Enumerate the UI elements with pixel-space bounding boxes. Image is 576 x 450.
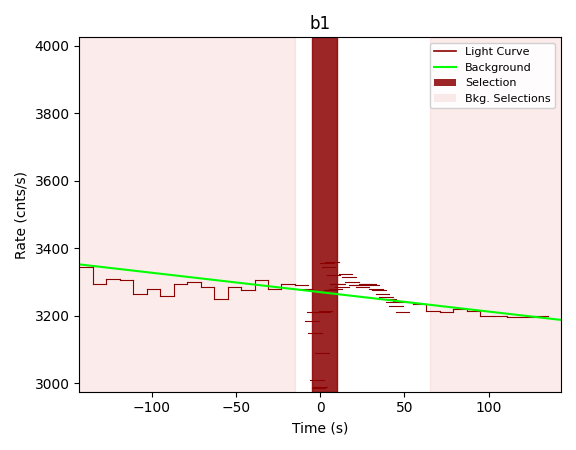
Y-axis label: Rate (cnts/s): Rate (cnts/s) xyxy=(15,171,29,259)
X-axis label: Time (s): Time (s) xyxy=(292,421,348,435)
Bar xyxy=(312,37,337,392)
Bar xyxy=(79,37,295,392)
Bar xyxy=(430,37,561,392)
Title: b1: b1 xyxy=(310,15,331,33)
Legend: Light Curve, Background, Selection, Bkg. Selections: Light Curve, Background, Selection, Bkg.… xyxy=(430,43,555,108)
